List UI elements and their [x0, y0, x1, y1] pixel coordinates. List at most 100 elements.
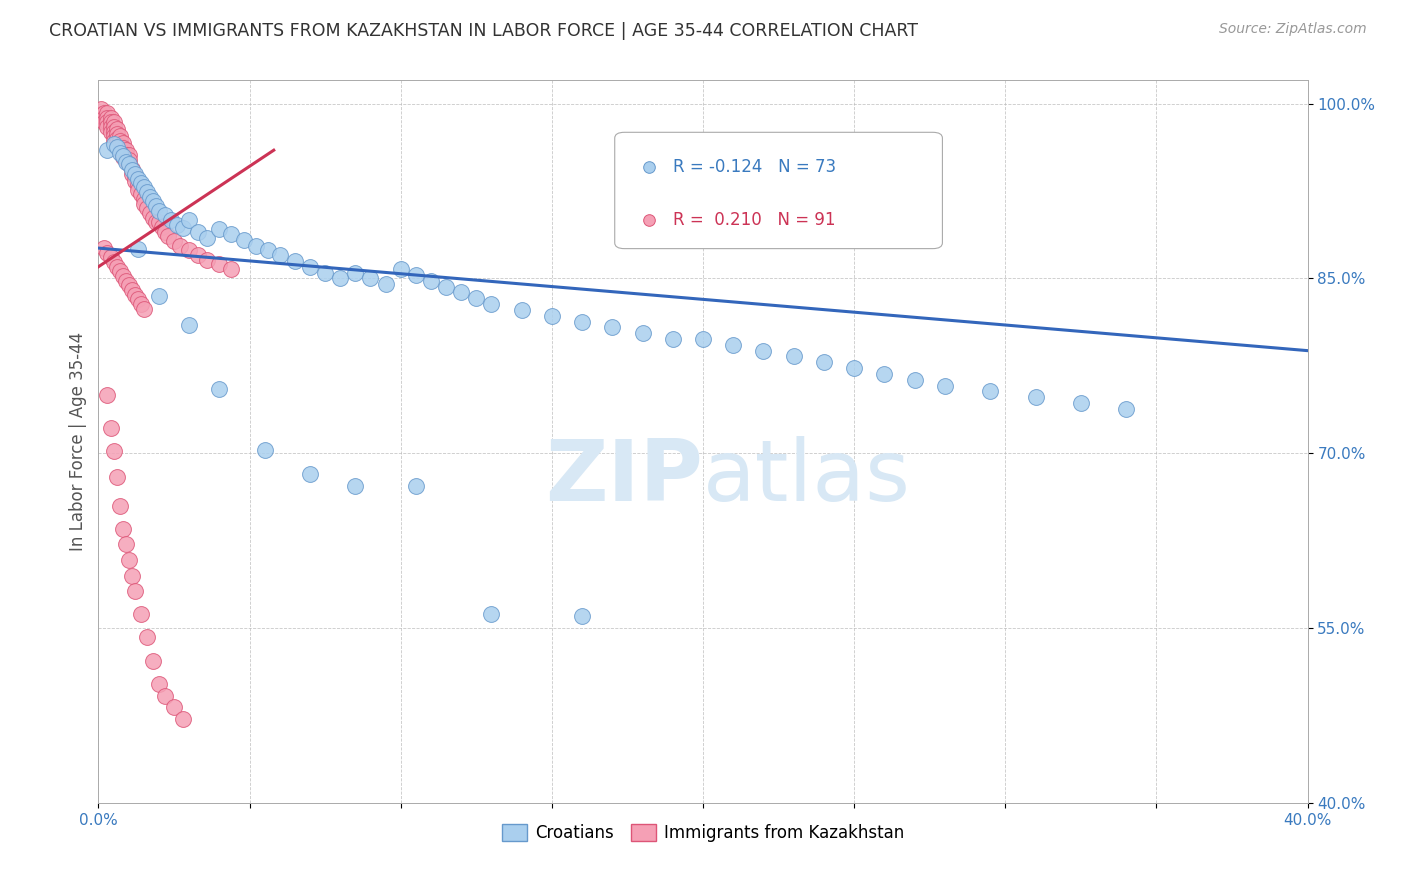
- Point: [329, 271, 352, 285]
- Point: [96, 106, 118, 120]
- Point: [111, 141, 134, 155]
- Point: [118, 157, 141, 171]
- Point: [100, 115, 122, 129]
- Point: [121, 161, 143, 176]
- Text: CROATIAN VS IMMIGRANTS FROM KAZAKHSTAN IN LABOR FORCE | AGE 35-44 CORRELATION CH: CROATIAN VS IMMIGRANTS FROM KAZAKHSTAN I…: [49, 22, 918, 40]
- Point: [360, 271, 382, 285]
- Point: [179, 213, 201, 227]
- Point: [139, 206, 162, 220]
- Point: [90, 108, 112, 122]
- Point: [142, 194, 165, 209]
- Point: [108, 129, 131, 144]
- Point: [127, 183, 149, 197]
- Point: [103, 115, 125, 129]
- Legend: Croatians, Immigrants from Kazakhstan: Croatians, Immigrants from Kazakhstan: [495, 817, 911, 848]
- Point: [108, 134, 131, 148]
- Point: [100, 120, 122, 134]
- Point: [269, 248, 291, 262]
- Point: [434, 279, 457, 293]
- Point: [465, 291, 488, 305]
- Point: [96, 111, 118, 125]
- Y-axis label: In Labor Force | Age 35-44: In Labor Force | Age 35-44: [69, 332, 87, 551]
- Point: [124, 583, 146, 598]
- Point: [96, 245, 118, 260]
- Point: [108, 499, 131, 513]
- Text: atlas: atlas: [703, 436, 911, 519]
- Point: [108, 264, 131, 278]
- Point: [105, 260, 128, 274]
- Point: [121, 167, 143, 181]
- Point: [124, 173, 146, 187]
- Point: [253, 442, 276, 457]
- Point: [344, 266, 367, 280]
- Point: [1070, 396, 1092, 410]
- Point: [156, 229, 179, 244]
- Point: [208, 382, 231, 396]
- Point: [93, 241, 115, 255]
- Point: [1024, 390, 1046, 404]
- Point: [111, 136, 134, 151]
- Point: [481, 297, 503, 311]
- Point: [118, 278, 141, 293]
- Point: [150, 220, 173, 235]
- Point: [105, 136, 128, 151]
- Point: [571, 314, 593, 328]
- Point: [132, 301, 155, 316]
- Point: [108, 145, 131, 160]
- Point: [873, 367, 896, 381]
- Point: [105, 131, 128, 145]
- Point: [139, 190, 162, 204]
- Point: [344, 479, 367, 493]
- Point: [127, 172, 149, 186]
- Point: [153, 689, 176, 703]
- Point: [118, 553, 141, 567]
- Point: [118, 157, 141, 171]
- Point: [103, 137, 125, 152]
- Point: [163, 700, 186, 714]
- Point: [135, 202, 157, 216]
- Point: [111, 149, 134, 163]
- Point: [979, 384, 1001, 399]
- Point: [166, 218, 188, 232]
- Point: [450, 285, 472, 300]
- Point: [121, 163, 143, 178]
- Point: [103, 120, 125, 134]
- Point: [90, 103, 112, 117]
- Point: [111, 268, 134, 283]
- FancyBboxPatch shape: [614, 132, 942, 249]
- Point: [148, 289, 170, 303]
- Point: [405, 268, 427, 282]
- Point: [148, 215, 170, 229]
- Point: [100, 124, 122, 138]
- Point: [105, 139, 128, 153]
- Point: [208, 222, 231, 236]
- Point: [100, 420, 122, 434]
- Point: [783, 350, 806, 364]
- Point: [752, 343, 775, 358]
- Point: [96, 115, 118, 129]
- Point: [127, 178, 149, 193]
- Point: [103, 129, 125, 144]
- Point: [153, 209, 176, 223]
- Point: [148, 677, 170, 691]
- Point: [111, 150, 134, 164]
- Point: [124, 169, 146, 183]
- Point: [114, 274, 136, 288]
- Point: [129, 607, 152, 621]
- Point: [299, 467, 322, 482]
- Point: [631, 326, 654, 341]
- Point: [124, 287, 146, 301]
- Point: [111, 145, 134, 160]
- Point: [571, 609, 593, 624]
- Point: [127, 242, 149, 256]
- Point: [114, 153, 136, 167]
- Point: [195, 230, 218, 244]
- Point: [103, 124, 125, 138]
- Point: [195, 252, 218, 267]
- Point: [132, 196, 155, 211]
- Point: [105, 122, 128, 136]
- Point: [187, 248, 209, 262]
- Point: [100, 251, 122, 265]
- Point: [602, 320, 624, 334]
- Point: [389, 262, 412, 277]
